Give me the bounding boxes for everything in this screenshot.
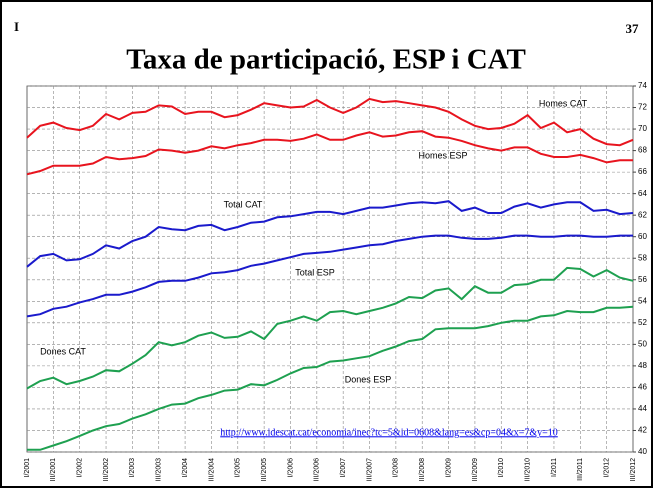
- series-line: [26, 97, 634, 147]
- x-tick-label: I/2006: [287, 458, 294, 478]
- y-tick-label: 66: [638, 167, 647, 176]
- y-tick-label: 42: [638, 426, 647, 435]
- y-tick-label: 68: [638, 146, 647, 155]
- x-tick-label: III/2004: [208, 458, 215, 481]
- y-tick-label: 74: [638, 81, 647, 90]
- y-tick-label: 52: [638, 318, 647, 327]
- x-tick-label: I/2003: [129, 458, 136, 478]
- x-tick-label: III/2002: [103, 458, 110, 481]
- x-tick-label: III/2008: [419, 458, 426, 481]
- page-number: 37: [626, 21, 640, 36]
- y-tick-label: 46: [638, 383, 647, 392]
- series-line: [26, 200, 634, 268]
- x-tick-label: III/2011: [577, 458, 584, 481]
- x-tick-label: I/2010: [498, 458, 505, 478]
- x-tick-label: III/2010: [524, 458, 531, 481]
- x-tick-label: I/2008: [393, 458, 400, 478]
- y-tick-label: 60: [638, 232, 647, 241]
- x-tick-label: III/2001: [50, 458, 57, 481]
- series-line: [27, 305, 634, 451]
- series-label: Total CAT: [224, 199, 263, 209]
- y-tick-label: 58: [638, 253, 647, 262]
- y-tick-label: 54: [638, 296, 647, 305]
- x-tick-label: III/2009: [472, 458, 479, 481]
- x-tick-label: I/2011: [551, 458, 558, 477]
- x-tick-label: III/2005: [261, 458, 268, 481]
- x-tick-label: I/2004: [182, 458, 189, 478]
- series-line: [26, 130, 633, 176]
- y-tick-label: 48: [638, 361, 647, 370]
- x-tick-label: I/2002: [77, 458, 84, 478]
- y-tick-label: 70: [638, 124, 647, 133]
- x-tick-label: I/2007: [340, 458, 347, 478]
- x-tick-label: III/2012: [630, 458, 637, 481]
- series-label: Total ESP: [295, 267, 335, 277]
- y-tick-label: 40: [638, 447, 647, 456]
- x-tick-label: I/2012: [603, 458, 610, 478]
- x-tick-label: III/2006: [314, 458, 321, 481]
- slide-marker: I: [14, 19, 19, 34]
- series-line: [26, 234, 633, 318]
- series-label: Dones ESP: [345, 374, 392, 384]
- series-label: Homes ESP: [418, 150, 467, 160]
- series-line: [26, 266, 634, 390]
- x-tick-label: III/2003: [156, 458, 163, 481]
- y-tick-label: 56: [638, 275, 647, 284]
- y-tick-label: 72: [638, 103, 647, 112]
- y-tick-label: 64: [638, 189, 647, 198]
- chart-title: Taxa de participació, ESP i CAT: [126, 44, 526, 76]
- x-tick-label: I/2005: [235, 458, 242, 478]
- y-tick-label: 62: [638, 210, 647, 219]
- series-label: Dones CAT: [40, 346, 86, 356]
- y-tick-label: 50: [638, 339, 647, 348]
- source-url: http://www.idescat.cat/economia/inec?tc=…: [220, 427, 558, 438]
- series-label: Homes CAT: [539, 98, 588, 108]
- x-tick-label: I/2009: [445, 458, 452, 478]
- y-tick-label: 44: [638, 404, 647, 413]
- x-tick-label: III/2007: [366, 458, 373, 481]
- x-tick-label: I/2001: [24, 458, 31, 478]
